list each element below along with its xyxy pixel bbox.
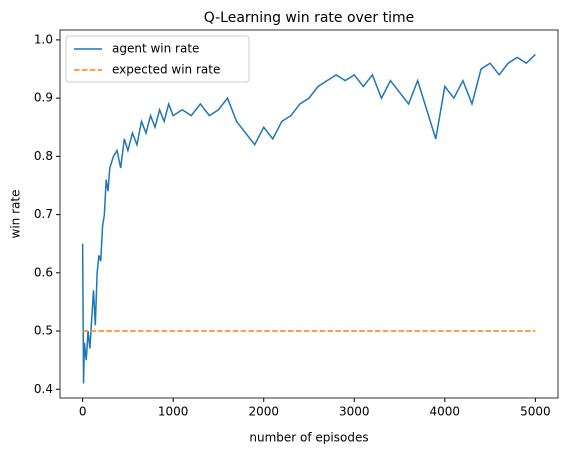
y-tick-label: 0.8	[34, 149, 53, 163]
x-axis-label: number of episodes	[249, 431, 368, 445]
y-tick-label: 0.4	[34, 382, 53, 396]
y-tick-label: 0.5	[34, 324, 53, 338]
x-tick-label: 4000	[430, 405, 461, 419]
x-tick-label: 0	[79, 405, 87, 419]
x-tick-label: 2000	[248, 405, 279, 419]
legend-label: expected win rate	[112, 63, 220, 77]
legend-label: agent win rate	[112, 42, 199, 56]
x-tick-label: 5000	[520, 405, 551, 419]
x-tick-label: 3000	[339, 405, 370, 419]
legend-box	[65, 35, 250, 83]
chart-title: Q-Learning win rate over time	[204, 10, 415, 26]
y-tick-label: 1.0	[34, 32, 53, 46]
plot-frame	[59, 29, 559, 399]
y-tick-label: 0.9	[34, 91, 53, 105]
y-axis-label: win rate	[9, 190, 23, 239]
line-series	[81, 53, 536, 384]
x-tick-label: 1000	[158, 405, 189, 419]
y-tick-label: 0.7	[34, 207, 53, 221]
y-tick-label: 0.6	[34, 265, 53, 279]
